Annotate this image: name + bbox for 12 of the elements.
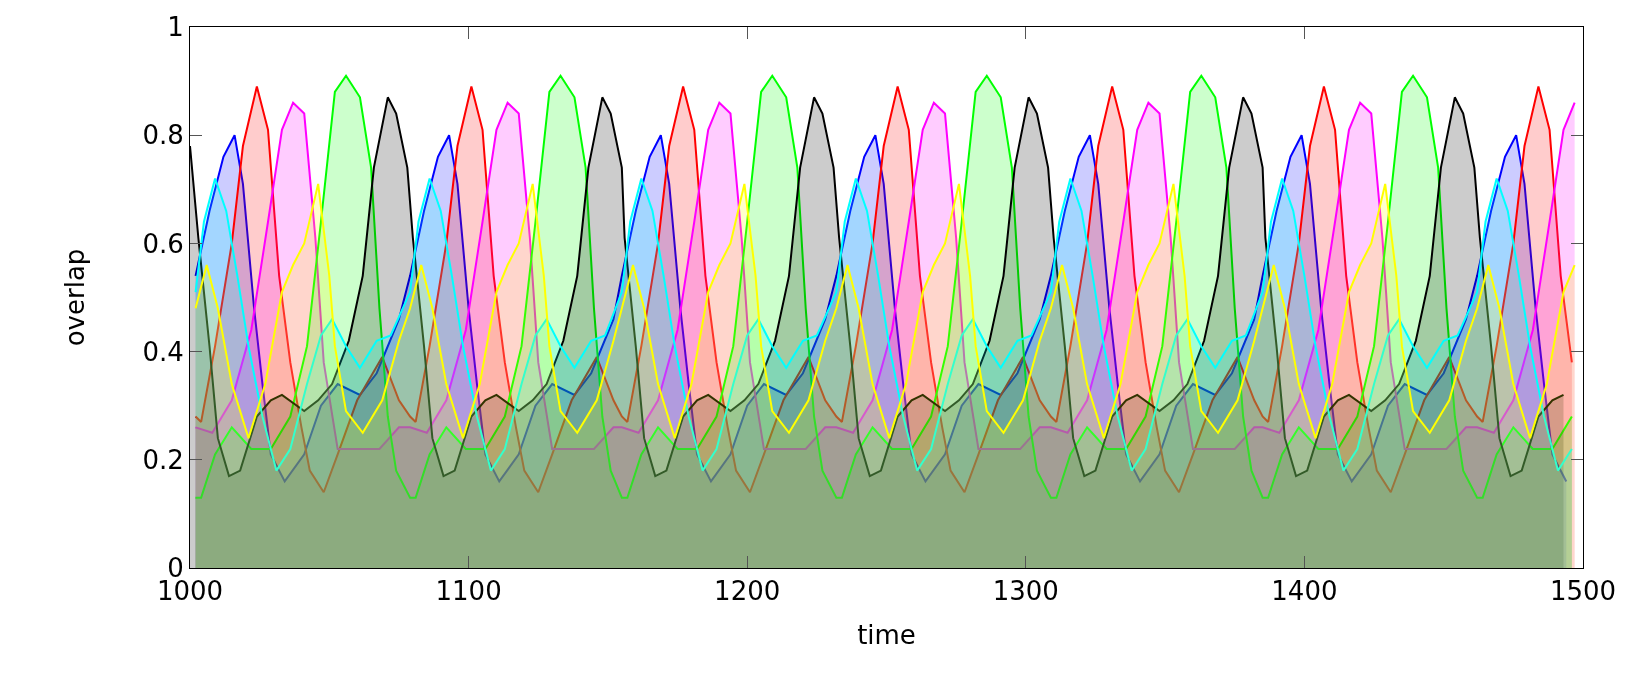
x-tick-label: 1200 (714, 576, 781, 607)
x-tick-label: 1400 (1271, 576, 1338, 607)
y-tick-label: 0.8 (142, 120, 184, 151)
x-axis-title: time (857, 619, 916, 650)
x-tick-label: 1500 (1549, 576, 1617, 607)
x-tick-label: 1300 (992, 576, 1059, 607)
y-tick-label: 0.4 (142, 336, 184, 367)
x-tick-label: 1100 (435, 576, 502, 607)
y-tick-label: 1 (167, 12, 184, 43)
y-tick-label: 0.2 (142, 444, 184, 475)
y-tick-label: 0.6 (142, 228, 184, 259)
y-axis-title: overlap (59, 248, 90, 347)
